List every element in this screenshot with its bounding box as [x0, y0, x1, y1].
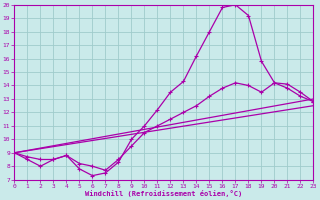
X-axis label: Windchill (Refroidissement éolien,°C): Windchill (Refroidissement éolien,°C): [85, 190, 243, 197]
